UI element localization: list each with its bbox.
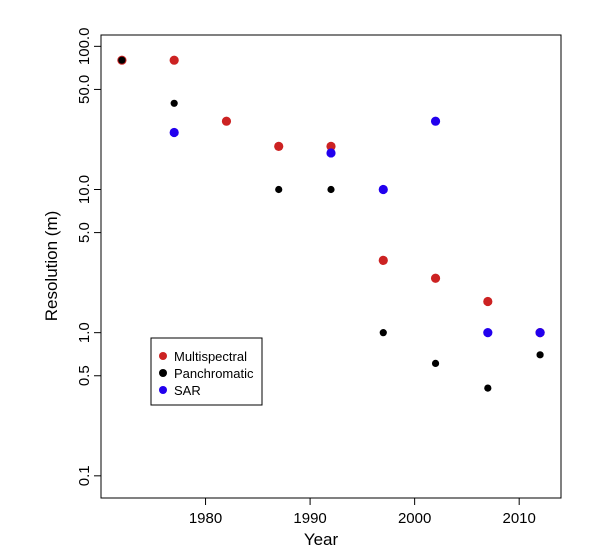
legend-marker-sar [159, 386, 167, 394]
y-tick-label: 1.0 [76, 322, 93, 343]
point-panchromatic [536, 351, 544, 359]
point-multispectral [169, 55, 179, 65]
x-tick-label: 2000 [398, 510, 431, 527]
y-axis: 0.1 0.5 1.0 5.0 10.0 50.0 100.0 [76, 28, 101, 486]
legend-box [150, 337, 263, 406]
x-tick-label: 1990 [293, 510, 326, 527]
point-panchromatic [379, 329, 387, 337]
legend-label-sar: SAR [174, 383, 201, 398]
point-sar [326, 148, 336, 158]
point-multispectral [221, 116, 232, 126]
point-multispectral [378, 255, 388, 265]
point-panchromatic [431, 359, 440, 367]
point-sar [483, 328, 493, 338]
point-sar [169, 127, 179, 138]
y-tick-label: 100.0 [76, 28, 93, 66]
data-points [117, 55, 545, 392]
x-tick-label: 1980 [189, 510, 222, 527]
point-sar [378, 184, 388, 195]
y-axis-title: Resolution (m) [42, 211, 61, 322]
point-panchromatic [327, 185, 335, 194]
point-sar [430, 116, 441, 126]
x-tick-label: 2010 [502, 510, 535, 527]
y-tick-label: 50.0 [76, 75, 93, 104]
x-axis: 1980 1990 2000 2010 [189, 498, 536, 527]
point-panchromatic [484, 384, 492, 392]
legend: Multispectral Panchromatic SAR [150, 337, 263, 406]
legend-marker-panchromatic [159, 369, 167, 377]
point-panchromatic [170, 99, 178, 107]
legend-label-multispectral: Multispectral [174, 349, 247, 364]
y-tick-label: 0.5 [76, 365, 93, 386]
point-multispectral [326, 141, 336, 152]
point-multispectral [483, 296, 493, 307]
y-tick-label: 5.0 [76, 222, 93, 243]
point-multispectral [274, 141, 284, 152]
legend-label-panchromatic: Panchromatic [174, 366, 254, 381]
x-axis-title: Year [304, 530, 339, 549]
point-multispectral [430, 273, 441, 283]
point-sar [535, 328, 545, 338]
y-tick-label: 10.0 [76, 175, 93, 204]
plot-frame [100, 34, 562, 499]
point-panchromatic [118, 56, 126, 64]
point-panchromatic [275, 185, 283, 194]
y-tick-label: 0.1 [76, 465, 93, 486]
legend-marker-multispectral [159, 352, 167, 360]
